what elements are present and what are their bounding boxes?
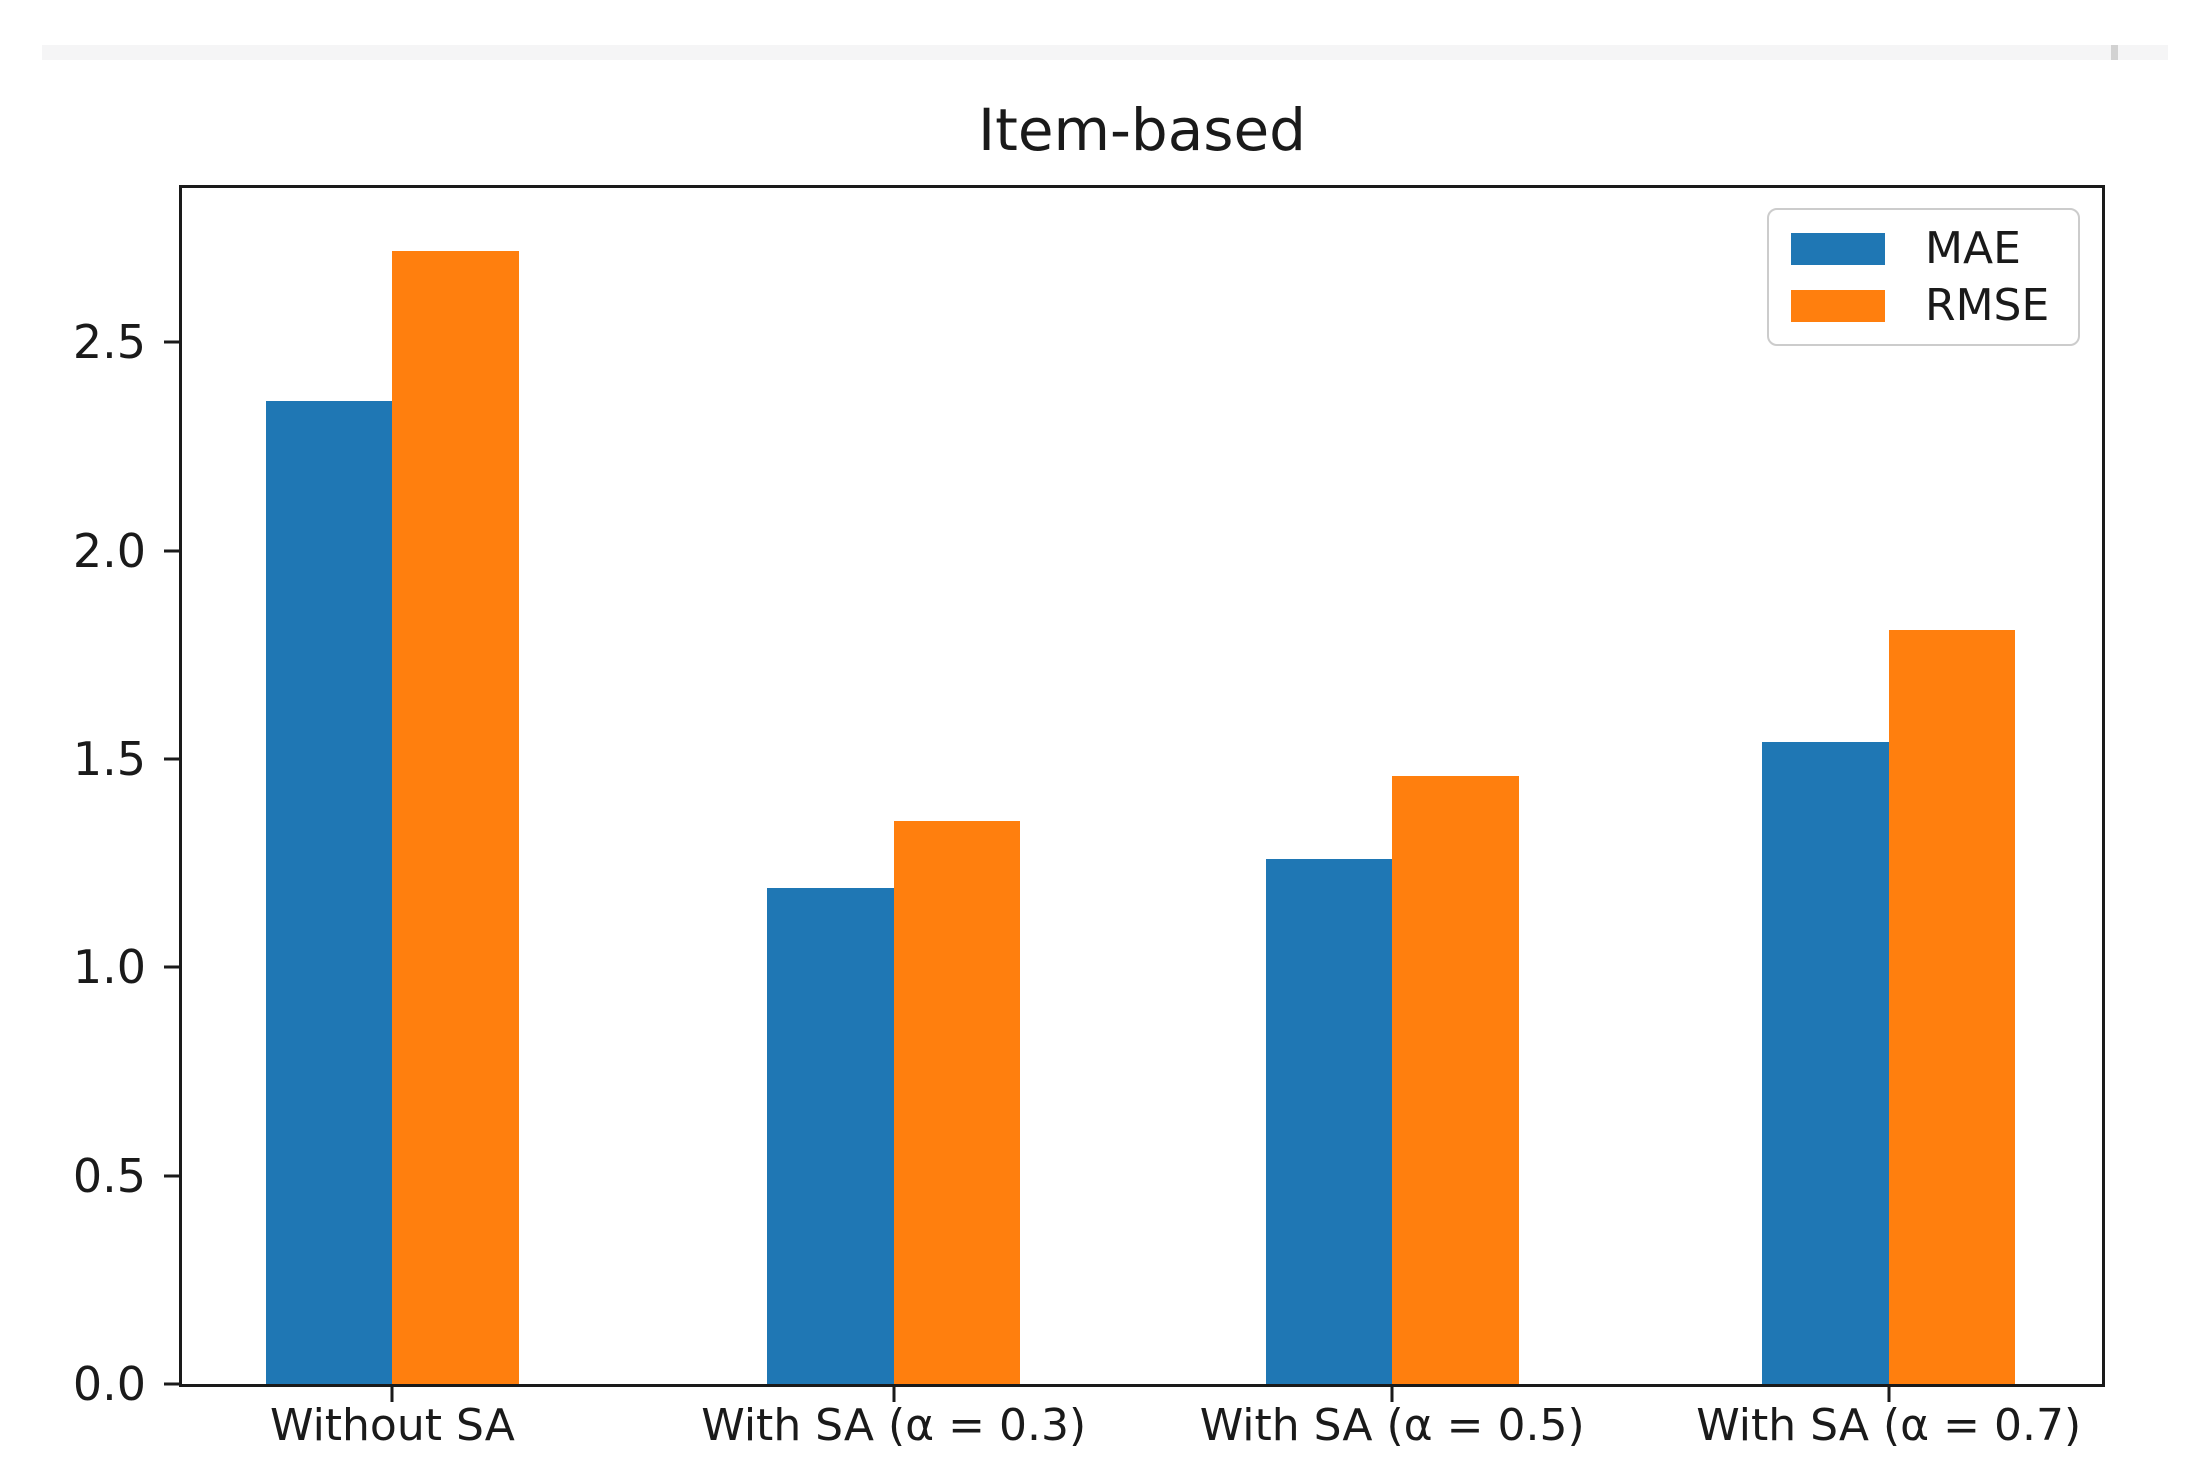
x-tick-mark — [1390, 1387, 1394, 1402]
x-tick-mark — [892, 1387, 896, 1402]
chart-legend: MAE RMSE — [1767, 208, 2080, 346]
bar-rmse-group1 — [392, 250, 519, 1384]
y-tick-label: 1.5 — [72, 731, 146, 786]
x-tick-label: With SA (α = 0.3) — [701, 1400, 1087, 1451]
y-tick-label: 0.5 — [72, 1148, 146, 1203]
y-tick-label: 2.5 — [72, 315, 146, 370]
legend-entry-rmse: RMSE — [1791, 280, 2078, 331]
chart-title: Item-based — [977, 96, 1307, 164]
y-tick-mark — [164, 340, 179, 344]
bar-rmse-group4 — [1888, 629, 2016, 1384]
y-tick-mark — [164, 757, 179, 761]
y-tick-mark — [164, 549, 179, 553]
horizontal-scrollbar-thumb[interactable] — [2111, 45, 2118, 60]
x-tick-mark — [390, 1387, 394, 1402]
bar-mae-group1 — [265, 400, 393, 1384]
x-tick-mark — [1887, 1387, 1891, 1402]
legend-label-mae: MAE — [1925, 223, 2021, 274]
bar-mae-group2 — [767, 888, 894, 1384]
legend-label-rmse: RMSE — [1925, 280, 2050, 331]
y-tick-label: 2.0 — [72, 523, 146, 578]
x-tick-label: With SA (α = 0.7) — [1696, 1400, 2082, 1451]
bar-rmse-group3 — [1392, 775, 1519, 1384]
rmse-color-swatch — [1791, 289, 1885, 322]
mae-color-swatch — [1791, 232, 1885, 265]
y-tick-mark — [164, 965, 179, 969]
bar-mae-group4 — [1762, 742, 1889, 1384]
legend-entry-mae: MAE — [1791, 223, 2078, 274]
y-tick-mark — [164, 1382, 179, 1386]
y-tick-label: 0.0 — [72, 1357, 146, 1411]
plot-area: MAE RMSE Without SA With SA (α = 0.3) With… — [73, 185, 2105, 1451]
bar-rmse-group2 — [893, 821, 1021, 1384]
y-tick-mark — [164, 1174, 179, 1178]
horizontal-scrollbar-track[interactable] — [42, 45, 2168, 60]
y-tick-label: 1.0 — [72, 940, 146, 995]
x-tick-label: Without SA — [270, 1400, 515, 1451]
x-tick-label: With SA (α = 0.5) — [1199, 1400, 1585, 1451]
bar-mae-group3 — [1265, 858, 1393, 1384]
